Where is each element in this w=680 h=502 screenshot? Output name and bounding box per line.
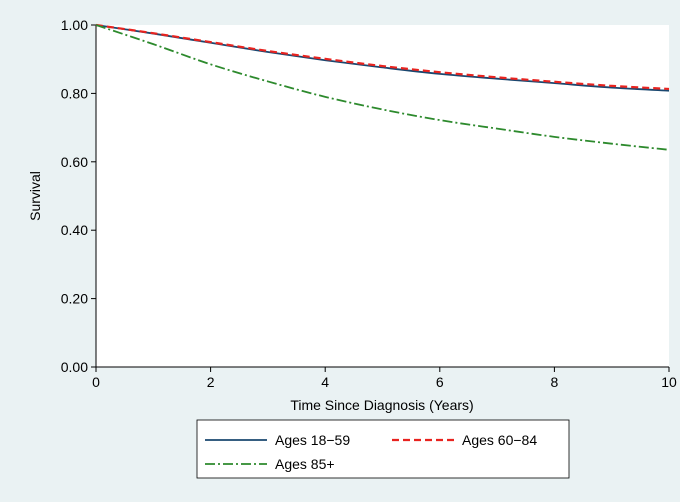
x-tick-label: 4 xyxy=(321,374,329,390)
x-axis-label: Time Since Diagnosis (Years) xyxy=(290,397,473,413)
y-tick-label: 1.00 xyxy=(61,17,88,33)
y-tick-label: 0.40 xyxy=(61,222,88,238)
legend-label-2: Ages 60−84 xyxy=(462,432,537,448)
x-tick-label: 6 xyxy=(436,374,444,390)
y-tick-label: 0.00 xyxy=(61,359,88,375)
y-tick-label: 0.20 xyxy=(61,291,88,307)
x-tick-label: 0 xyxy=(92,374,100,390)
legend: Ages 18−59 Ages 60−84 Ages 85+ xyxy=(196,419,570,479)
legend-label-3: Ages 85+ xyxy=(275,456,335,472)
series-group xyxy=(95,23,670,151)
legend-label-1: Ages 18−59 xyxy=(275,432,350,448)
series-line-2 xyxy=(95,23,670,91)
x-tick-label: 10 xyxy=(661,374,677,390)
x-tick-label: 2 xyxy=(207,374,215,390)
y-axis-label: Survival xyxy=(27,171,43,221)
plot-area xyxy=(96,25,669,367)
series-line-3 xyxy=(95,24,670,151)
y-tick-label: 0.80 xyxy=(61,85,88,101)
axes: 0.00 0.20 0.40 0.60 0.80 1.00 0 2 4 6 8 10 xyxy=(61,17,677,390)
legend-box xyxy=(196,419,570,479)
y-tick-label: 0.60 xyxy=(61,154,88,170)
x-tick-label: 8 xyxy=(551,374,559,390)
